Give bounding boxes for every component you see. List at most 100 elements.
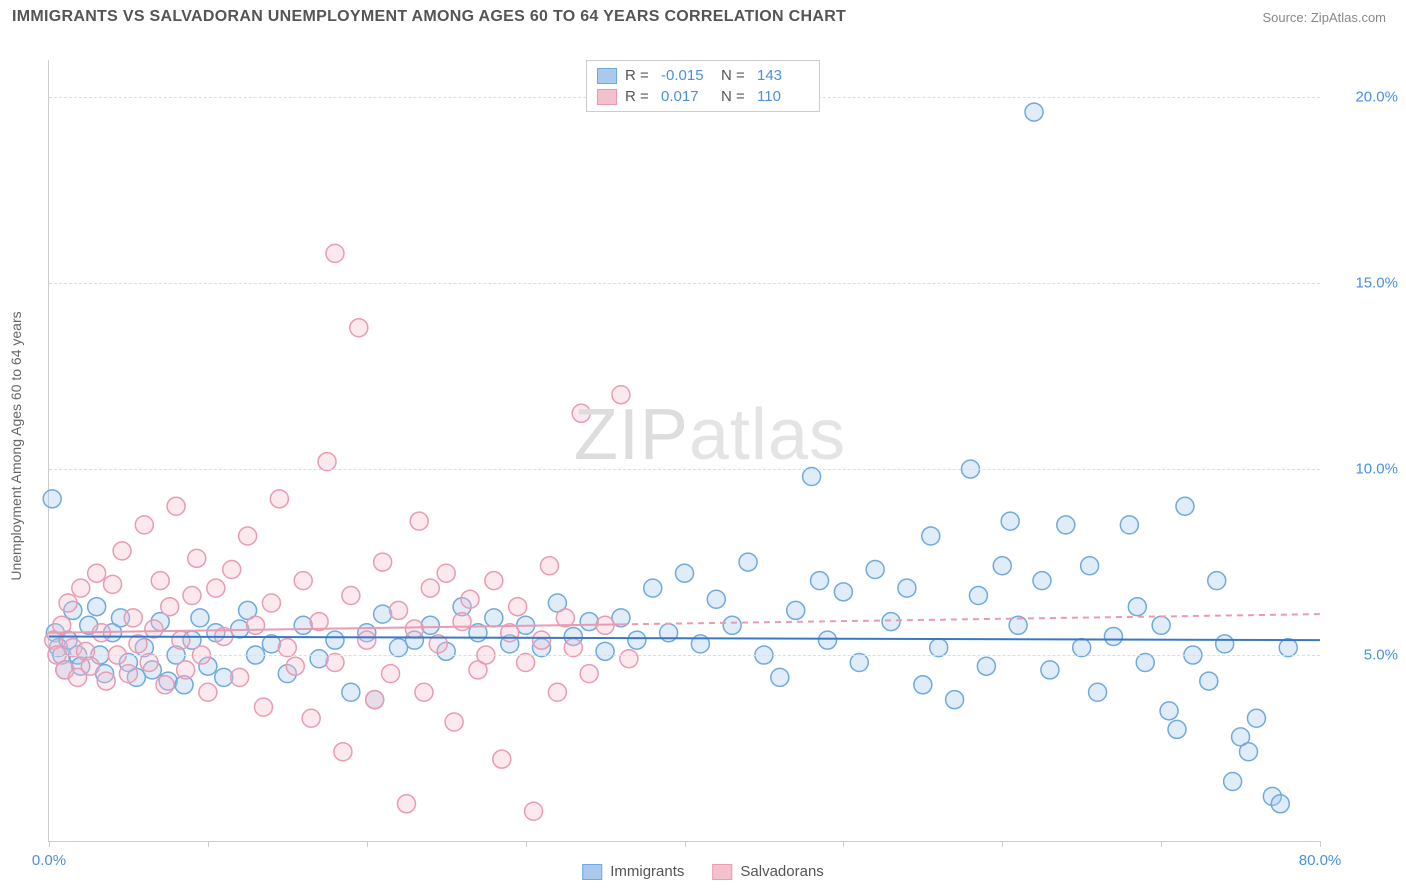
data-point <box>676 564 694 582</box>
x-tick <box>1002 841 1003 847</box>
data-point <box>294 572 312 590</box>
data-point <box>239 527 257 545</box>
data-point <box>1081 557 1099 575</box>
gridline <box>49 283 1320 284</box>
data-point <box>1057 516 1075 534</box>
data-point <box>1224 772 1242 790</box>
legend-label-salvadorans: Salvadorans <box>740 863 823 880</box>
scatter-svg <box>49 60 1320 841</box>
data-point <box>183 587 201 605</box>
data-point <box>445 713 463 731</box>
data-point <box>326 631 344 649</box>
swatch-salvadorans <box>597 89 617 105</box>
source-label: Source: ZipAtlas.com <box>1262 10 1386 25</box>
data-point <box>188 549 206 567</box>
data-point <box>81 657 99 675</box>
data-point <box>167 497 185 515</box>
data-point <box>342 587 360 605</box>
data-point <box>1208 572 1226 590</box>
data-point <box>517 653 535 671</box>
data-point <box>811 572 829 590</box>
n-value-immigrants: 143 <box>757 67 809 84</box>
x-tick-label: 0.0% <box>32 852 66 869</box>
data-point <box>866 561 884 579</box>
data-point <box>135 516 153 534</box>
r-value-immigrants: -0.015 <box>661 67 713 84</box>
y-tick-label: 5.0% <box>1328 647 1398 664</box>
data-point <box>72 579 90 597</box>
data-point <box>580 613 598 631</box>
data-point <box>278 639 296 657</box>
r-label: R = <box>625 67 653 84</box>
data-point <box>1200 672 1218 690</box>
x-tick <box>1320 841 1321 847</box>
x-tick <box>526 841 527 847</box>
data-point <box>262 594 280 612</box>
data-point <box>191 609 209 627</box>
plot-area: ZIPatlas 5.0%10.0%15.0%20.0%0.0%80.0% <box>48 60 1320 842</box>
data-point <box>247 616 265 634</box>
r-label: R = <box>625 88 653 105</box>
data-point <box>914 676 932 694</box>
data-point <box>119 665 137 683</box>
data-point <box>415 683 433 701</box>
data-point <box>461 590 479 608</box>
data-point <box>286 657 304 675</box>
data-point <box>97 672 115 690</box>
legend-swatch-immigrants <box>582 864 602 880</box>
data-point <box>104 575 122 593</box>
data-point <box>525 802 543 820</box>
data-point <box>1168 720 1186 738</box>
data-point <box>1041 661 1059 679</box>
data-point <box>1001 512 1019 530</box>
data-point <box>977 657 995 675</box>
data-point <box>326 653 344 671</box>
data-point <box>223 561 241 579</box>
data-point <box>1128 598 1146 616</box>
data-point <box>140 653 158 671</box>
data-point <box>707 590 725 608</box>
data-point <box>540 557 558 575</box>
chart-header: IMMIGRANTS VS SALVADORAN UNEMPLOYMENT AM… <box>0 0 1406 30</box>
data-point <box>564 639 582 657</box>
data-point <box>254 698 272 716</box>
data-point <box>397 795 415 813</box>
data-point <box>374 553 392 571</box>
data-point <box>350 319 368 337</box>
data-point <box>969 587 987 605</box>
data-point <box>43 490 61 508</box>
data-point <box>294 616 312 634</box>
data-point <box>1033 572 1051 590</box>
data-point <box>334 743 352 761</box>
data-point <box>207 579 225 597</box>
data-point <box>421 579 439 597</box>
n-label: N = <box>721 88 749 105</box>
data-point <box>485 572 503 590</box>
data-point <box>177 661 195 679</box>
data-point <box>533 631 551 649</box>
data-point <box>172 631 190 649</box>
y-tick-label: 20.0% <box>1328 89 1398 106</box>
data-point <box>596 642 614 660</box>
data-point <box>124 609 142 627</box>
legend-item-immigrants: Immigrants <box>582 863 684 880</box>
data-point <box>850 653 868 671</box>
data-point <box>88 564 106 582</box>
x-tick <box>49 841 50 847</box>
data-point <box>1073 639 1091 657</box>
data-point <box>1104 627 1122 645</box>
data-point <box>723 616 741 634</box>
data-point <box>1120 516 1138 534</box>
data-point <box>620 650 638 668</box>
data-point <box>382 665 400 683</box>
y-tick-label: 15.0% <box>1328 275 1398 292</box>
data-point <box>358 631 376 649</box>
data-point <box>803 468 821 486</box>
data-point <box>270 490 288 508</box>
data-point <box>366 691 384 709</box>
data-point <box>946 691 964 709</box>
stats-row-immigrants: R = -0.015 N = 143 <box>597 65 809 86</box>
data-point <box>59 594 77 612</box>
data-point <box>453 613 471 631</box>
data-point <box>644 579 662 597</box>
